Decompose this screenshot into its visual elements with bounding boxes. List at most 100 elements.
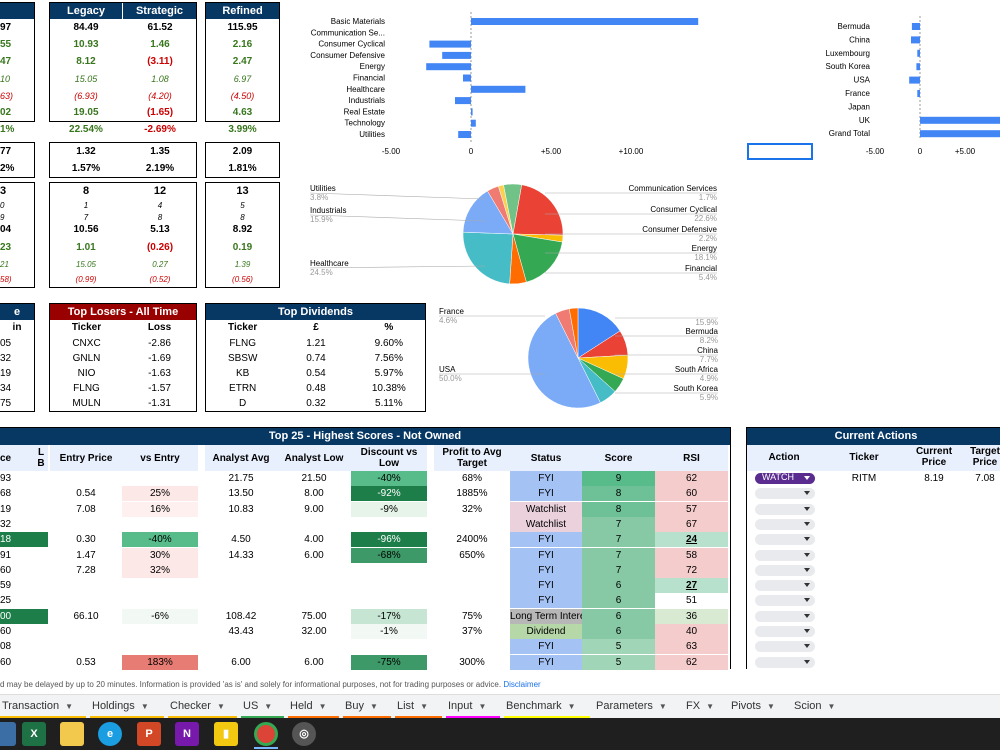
top25-cell: 7 <box>582 516 655 532</box>
perf-value: -2.69% <box>144 124 176 135</box>
sector-label: Basic Materials <box>331 17 385 26</box>
top25-col-c7: Profit to Avg Target <box>434 445 510 471</box>
action-dropdown[interactable] <box>755 595 815 607</box>
chevron-down-icon[interactable]: ▼ <box>140 702 149 711</box>
perf-left-value: 63) <box>0 91 14 101</box>
top25-cell <box>351 593 427 608</box>
chevron-down-icon[interactable]: ▼ <box>658 702 667 711</box>
action-dropdown[interactable] <box>755 488 815 500</box>
top25-cell <box>277 517 351 532</box>
top25-cell: 0.30 <box>76 534 96 546</box>
sheet-tab[interactable]: Held ▼ <box>288 695 343 719</box>
perf-left-value: 55 <box>0 39 12 50</box>
action-dropdown[interactable] <box>755 580 815 592</box>
perf-value: (1.65) <box>146 107 174 118</box>
sheet-tab[interactable]: Checker ▼ <box>168 695 241 719</box>
powerbi-icon[interactable]: ▮ <box>214 722 238 746</box>
chevron-down-icon[interactable]: ▼ <box>264 702 273 711</box>
loser-cell: -1.69 <box>148 353 171 364</box>
chevron-down-icon[interactable]: ▼ <box>369 702 378 711</box>
table-row: 59 FYI 6 27 <box>0 578 730 594</box>
sector-label: Communication Se... <box>311 28 385 37</box>
chevron-down-icon[interactable]: ▼ <box>318 702 327 711</box>
perf-count-value: 0.19 <box>232 242 253 253</box>
action-dropdown[interactable] <box>755 641 815 653</box>
action-dropdown[interactable] <box>755 549 815 561</box>
file-explorer-icon[interactable] <box>0 722 16 746</box>
sheet-tab[interactable]: Buy ▼ <box>343 695 395 719</box>
sheet-tab[interactable]: Scion ▼ <box>792 695 1000 719</box>
selected-cell[interactable] <box>747 143 813 160</box>
windows-taskbar: X e P N ▮ ◎ <box>0 718 1000 750</box>
top25-cell <box>434 593 510 608</box>
perf-refined: Refined <box>205 2 280 122</box>
edge-icon[interactable]: e <box>98 722 122 746</box>
sheet-tab[interactable]: Transaction ▼ <box>0 695 90 719</box>
chevron-down-icon[interactable]: ▼ <box>766 702 775 711</box>
folder-icon[interactable] <box>60 722 84 746</box>
top-gainers-value: 34 <box>0 383 12 394</box>
sector-pie-label: Healthcare <box>310 259 349 268</box>
sheet-tab[interactable]: Holdings ▼ <box>90 695 168 719</box>
sheet-tab-label: Transaction <box>2 700 60 712</box>
chevron-down-icon[interactable]: ▼ <box>827 702 836 711</box>
action-dropdown[interactable] <box>755 656 815 668</box>
perf-value: (3.11) <box>147 56 173 67</box>
app-icon[interactable]: ◎ <box>292 722 316 746</box>
country-bar <box>909 76 920 84</box>
top25-cell: 25% <box>122 486 198 502</box>
country-label: South Korea <box>826 62 871 71</box>
sector-pie-pct: 24.5% <box>310 268 333 277</box>
chrome-icon[interactable] <box>254 722 278 746</box>
action-dropdown[interactable] <box>755 534 815 546</box>
top25-cell <box>50 471 122 486</box>
table-row: FLNG 1.21 9.60% <box>206 336 425 351</box>
sheet-tab[interactable]: List ▼ <box>395 695 446 719</box>
table-row: 60 7.28 32% FYI 7 72 <box>0 562 730 578</box>
top25-cell <box>34 593 48 608</box>
top25-cell <box>434 517 510 532</box>
country-pie-label: Bermuda <box>686 327 719 336</box>
top25-cell: Long Term Interest <box>510 608 582 624</box>
top25-cell: 0.53 <box>76 656 96 668</box>
sheet-tab[interactable]: Pivots ▼ <box>729 695 792 719</box>
action-dropdown[interactable] <box>755 610 815 622</box>
action-dropdown[interactable] <box>755 564 815 576</box>
chevron-down-icon[interactable]: ▼ <box>65 702 73 711</box>
sector-pie-pct: 15.9% <box>310 215 333 224</box>
top25-cell: 300% <box>459 656 485 668</box>
sheet-tab[interactable]: FX ▼ <box>684 695 729 719</box>
chevron-down-icon[interactable]: ▼ <box>216 702 225 711</box>
top25-cell: 6.00 <box>231 656 251 668</box>
country-label: UK <box>859 116 871 125</box>
action-dropdown[interactable] <box>755 626 815 637</box>
top25-cell: 93 <box>0 473 12 484</box>
top25-cell: 7 <box>582 547 655 563</box>
sheet-tab[interactable]: Input ▼ <box>446 695 504 719</box>
sheet-tabs: Transaction ▼ Holdings ▼ Checker ▼ US ▼ Held ▼ Buy… <box>0 694 1000 719</box>
sheet-tab[interactable]: Benchmark ▼ <box>504 695 594 719</box>
perf-count-value: 7 <box>83 213 89 222</box>
chevron-down-icon[interactable]: ▼ <box>567 702 576 711</box>
top25-cell: -96% <box>351 532 427 548</box>
action-dropdown[interactable] <box>755 518 815 530</box>
sheet-tab[interactable]: US ▼ <box>241 695 288 719</box>
sheet-tab[interactable]: Parameters ▼ <box>594 695 684 719</box>
country-pie-label: USA <box>439 365 456 374</box>
loser-cell: -1.63 <box>148 368 171 379</box>
top25-cell: 5 <box>582 654 655 670</box>
sector-pie-pct: 18.1% <box>694 253 717 262</box>
chevron-down-icon[interactable]: ▼ <box>420 702 429 711</box>
top25-cell: 37% <box>461 626 482 637</box>
disclaimer-link[interactable]: Disclaimer <box>503 680 541 689</box>
excel-icon[interactable]: X <box>22 722 46 746</box>
top25-cell: 36 <box>655 608 728 624</box>
country-pie-label: France <box>439 307 464 316</box>
powerpoint-icon[interactable]: P <box>137 722 161 746</box>
chevron-down-icon[interactable]: ▼ <box>478 702 487 711</box>
action-dropdown[interactable] <box>755 503 815 515</box>
action-dropdown[interactable]: WATCH <box>755 472 815 484</box>
chevron-down-icon[interactable]: ▼ <box>706 702 714 711</box>
perf-legacy-strategic: Legacy Strategic <box>49 2 197 122</box>
onenote-icon[interactable]: N <box>175 722 199 746</box>
